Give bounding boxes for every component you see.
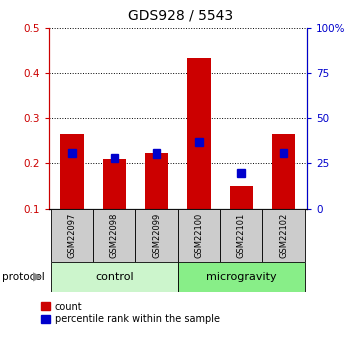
Text: protocol: protocol bbox=[2, 272, 44, 282]
Bar bbox=[230, 186, 253, 209]
Bar bbox=[103, 159, 126, 209]
FancyBboxPatch shape bbox=[135, 209, 178, 262]
Text: GSM22098: GSM22098 bbox=[110, 213, 119, 258]
Bar bbox=[145, 154, 168, 209]
Text: microgravity: microgravity bbox=[206, 272, 277, 282]
Bar bbox=[110, 154, 118, 162]
Text: GSM22102: GSM22102 bbox=[279, 213, 288, 258]
Text: ▶: ▶ bbox=[34, 270, 42, 284]
FancyBboxPatch shape bbox=[93, 209, 135, 262]
FancyBboxPatch shape bbox=[51, 209, 93, 262]
Text: GSM22101: GSM22101 bbox=[237, 213, 246, 258]
FancyBboxPatch shape bbox=[178, 262, 305, 292]
Text: GSM22099: GSM22099 bbox=[152, 213, 161, 258]
Bar bbox=[195, 138, 203, 146]
Bar bbox=[272, 134, 295, 209]
FancyBboxPatch shape bbox=[262, 209, 305, 262]
Text: GDS928 / 5543: GDS928 / 5543 bbox=[128, 9, 233, 23]
FancyBboxPatch shape bbox=[220, 209, 262, 262]
Text: GSM22100: GSM22100 bbox=[195, 213, 204, 258]
Bar bbox=[68, 149, 76, 157]
Bar bbox=[153, 149, 160, 158]
Bar bbox=[238, 169, 245, 177]
Bar bbox=[60, 134, 84, 209]
FancyBboxPatch shape bbox=[178, 209, 220, 262]
Bar bbox=[187, 58, 210, 209]
Text: control: control bbox=[95, 272, 134, 282]
Text: GSM22097: GSM22097 bbox=[68, 213, 77, 258]
Legend: count, percentile rank within the sample: count, percentile rank within the sample bbox=[41, 302, 219, 324]
FancyBboxPatch shape bbox=[51, 262, 178, 292]
Bar bbox=[280, 149, 287, 157]
